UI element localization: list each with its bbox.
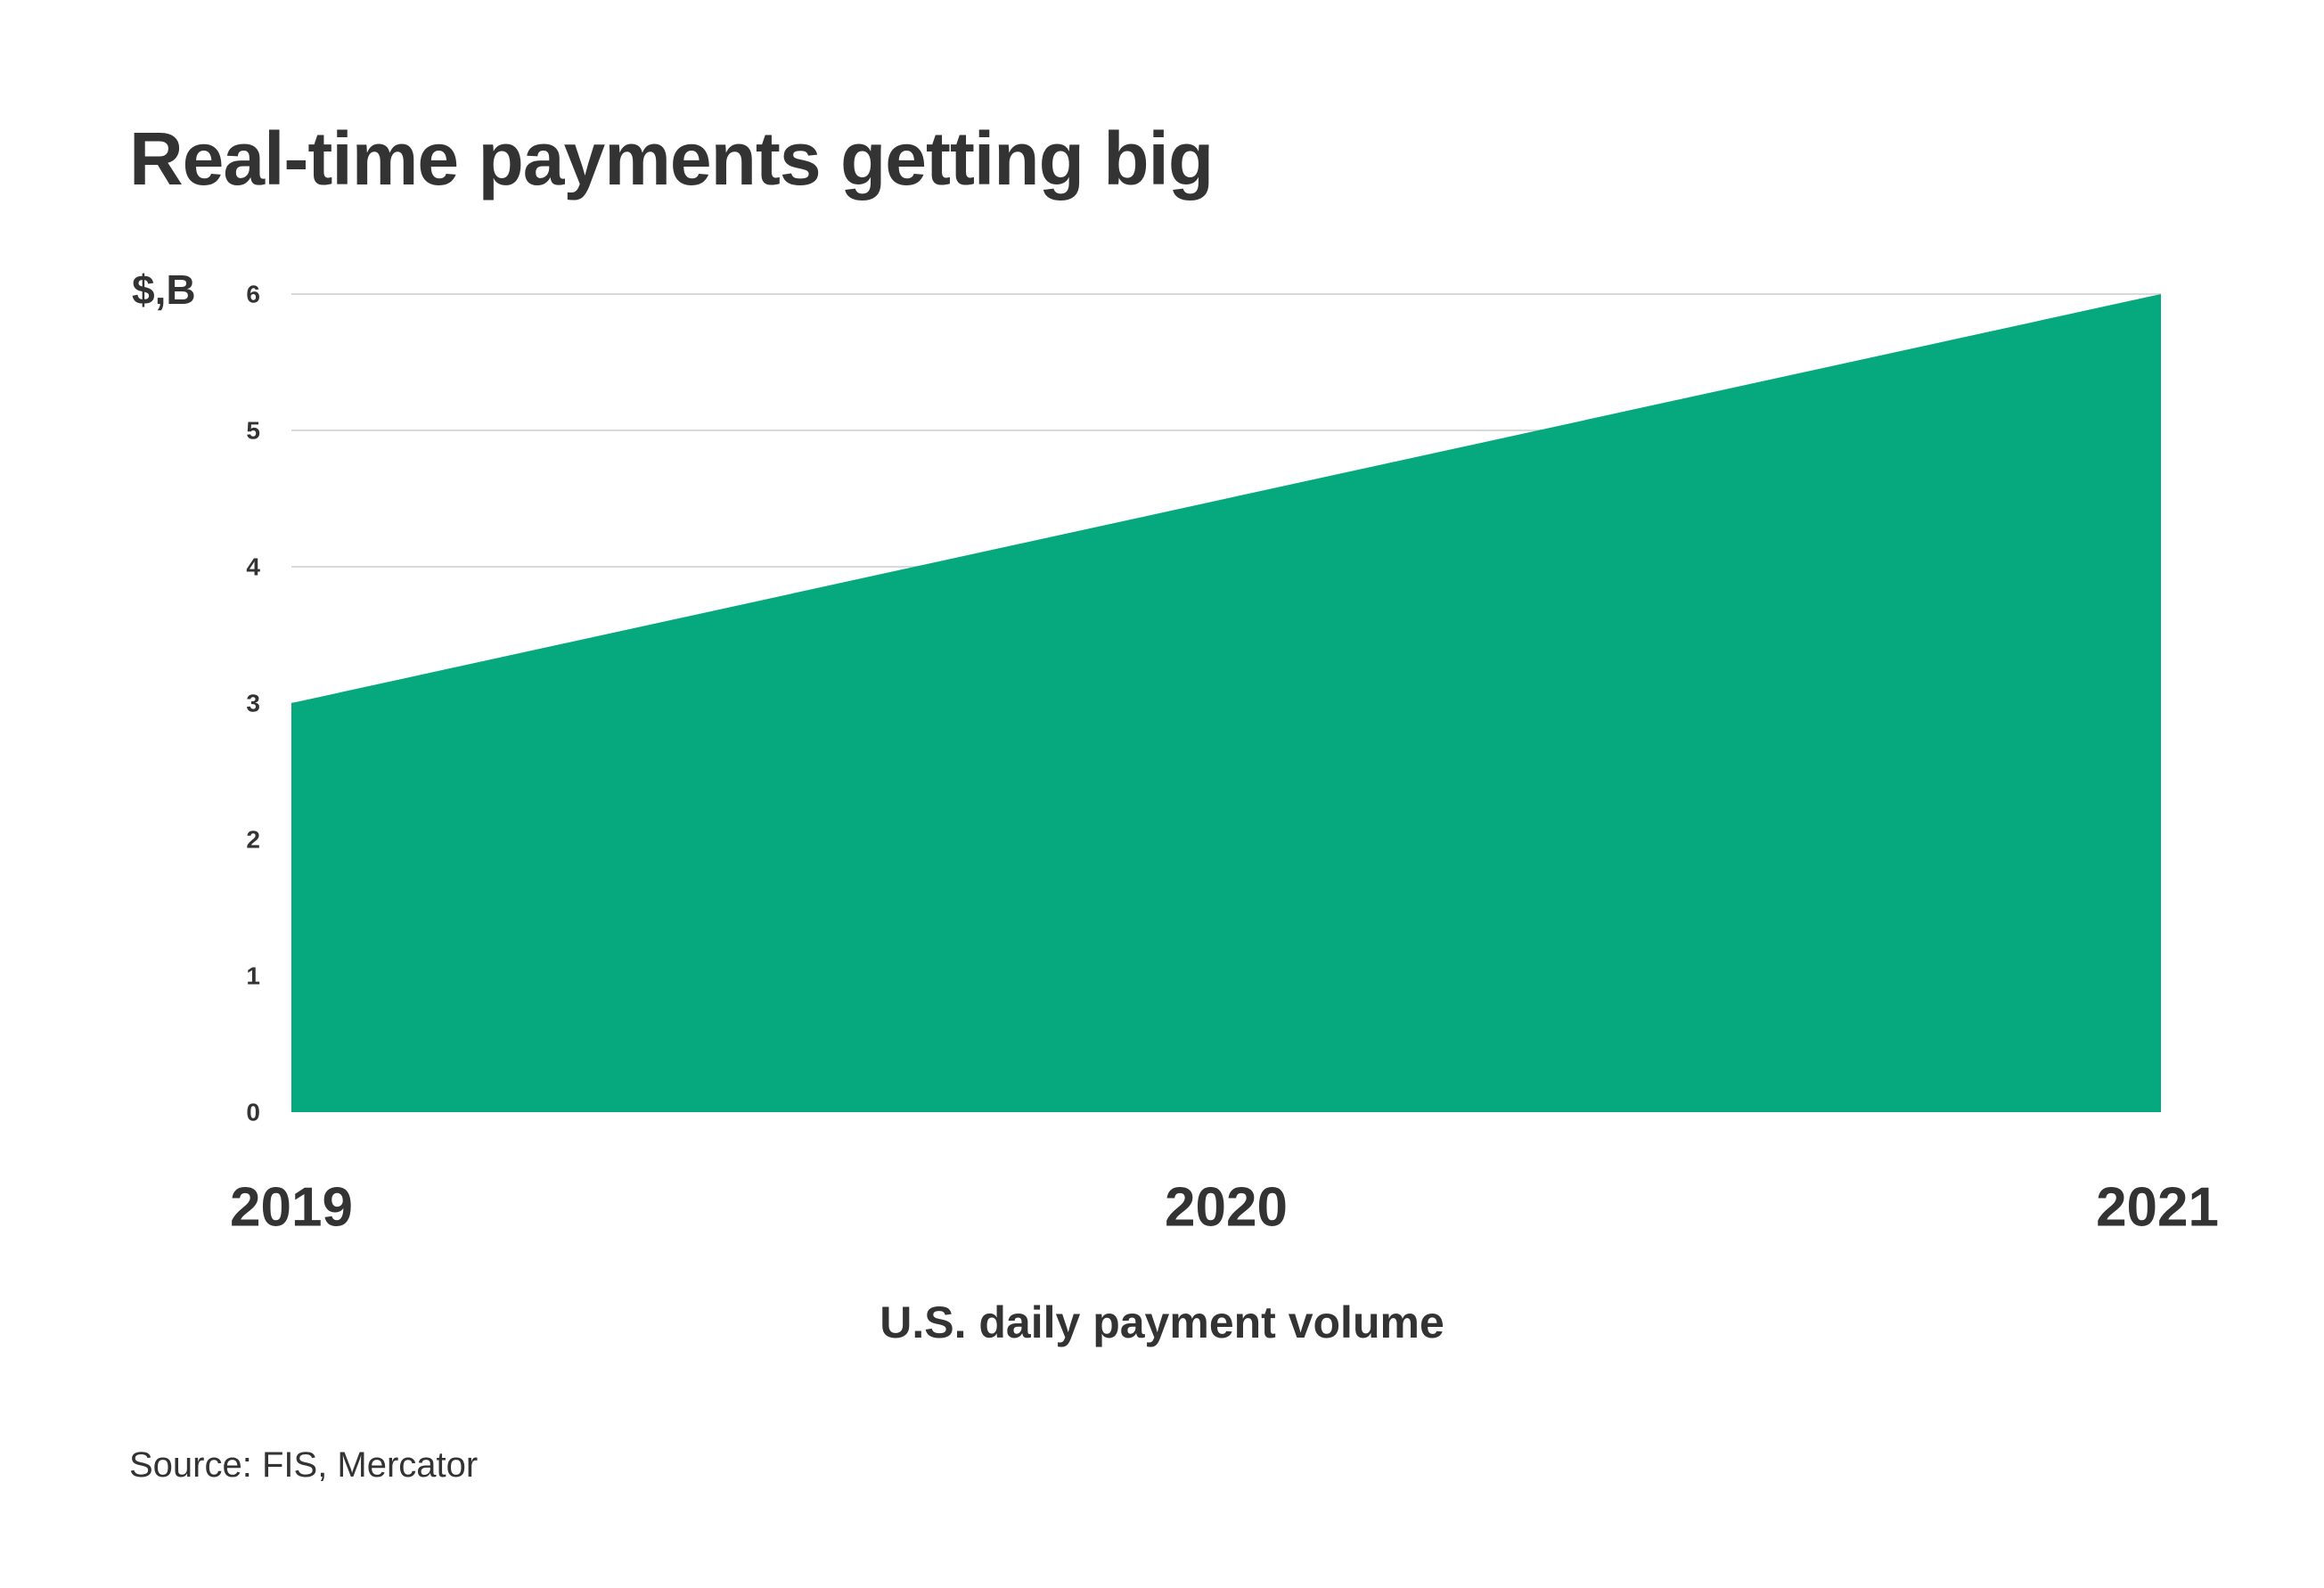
y-tick-label: 2	[246, 826, 260, 854]
y-tick-label: 3	[246, 690, 260, 717]
x-tick-label: 2019	[230, 1177, 353, 1239]
y-tick-label: 0	[246, 1099, 260, 1126]
y-tick-label: 1	[246, 962, 260, 990]
x-axis-ticks: 2019 2020 2021	[230, 1177, 2219, 1239]
area-series-fill	[291, 294, 2161, 1112]
y-tick-label: 4	[246, 553, 260, 581]
x-tick-label: 2021	[2096, 1177, 2219, 1239]
chart-title: Real-time payments getting big	[129, 117, 1214, 201]
x-tick-label: 2020	[1165, 1177, 1288, 1239]
y-axis-ticks: 0 1 2 3 4 5 6	[246, 281, 260, 1126]
y-axis-unit-label: $,B	[132, 266, 196, 313]
y-tick-label: 5	[246, 417, 260, 445]
x-axis-title: U.S. daily payment volume	[880, 1297, 1444, 1347]
y-tick-label: 6	[246, 281, 260, 308]
area-series	[291, 294, 2161, 1112]
source-note: Source: FIS, Mercator	[129, 1445, 479, 1485]
